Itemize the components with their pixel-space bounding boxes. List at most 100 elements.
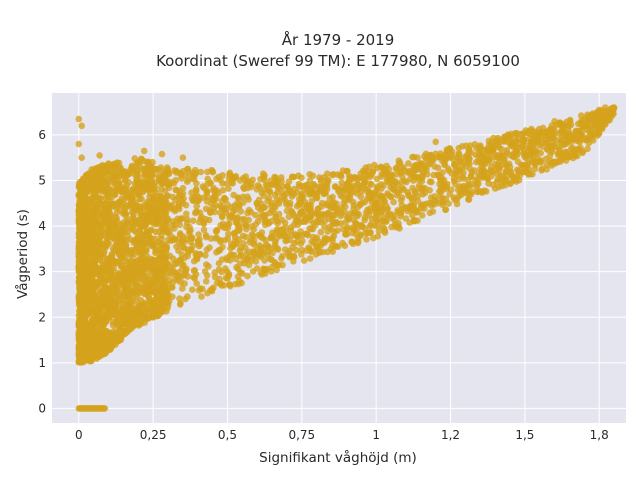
data-point bbox=[543, 166, 550, 173]
data-point bbox=[195, 231, 202, 238]
data-point bbox=[212, 235, 219, 242]
data-point bbox=[245, 261, 253, 269]
data-point bbox=[269, 229, 276, 237]
data-point bbox=[258, 229, 266, 236]
data-point bbox=[253, 265, 261, 272]
data-point bbox=[259, 251, 266, 258]
data-point bbox=[158, 260, 166, 268]
data-point bbox=[75, 333, 83, 341]
data-point bbox=[187, 227, 194, 234]
data-point bbox=[164, 280, 171, 288]
data-point bbox=[268, 263, 276, 271]
data-point bbox=[411, 167, 419, 174]
data-point bbox=[323, 182, 331, 190]
data-point bbox=[468, 169, 476, 176]
data-point bbox=[122, 312, 129, 320]
data-point bbox=[598, 125, 606, 133]
data-point bbox=[215, 247, 223, 255]
data-point bbox=[378, 170, 386, 178]
data-point bbox=[401, 177, 408, 185]
data-point bbox=[608, 113, 615, 120]
data-point bbox=[395, 189, 402, 197]
data-point bbox=[111, 310, 118, 318]
data-point bbox=[299, 237, 306, 245]
data-point bbox=[103, 213, 111, 221]
data-point bbox=[111, 160, 119, 167]
data-point bbox=[165, 184, 173, 191]
data-point bbox=[485, 169, 492, 176]
data-point bbox=[418, 162, 426, 169]
data-point bbox=[189, 242, 197, 250]
data-point bbox=[75, 140, 83, 148]
data-point bbox=[377, 194, 385, 201]
data-point bbox=[290, 191, 298, 198]
data-point bbox=[125, 322, 133, 329]
data-point bbox=[102, 306, 109, 313]
data-point bbox=[584, 145, 591, 153]
data-point bbox=[380, 182, 387, 189]
data-point bbox=[226, 257, 234, 264]
data-points-layer bbox=[75, 104, 618, 412]
data-point bbox=[445, 200, 453, 207]
data-point bbox=[329, 248, 337, 255]
data-point bbox=[252, 211, 259, 219]
data-point bbox=[104, 163, 112, 171]
data-point bbox=[306, 177, 314, 184]
data-point bbox=[442, 206, 450, 213]
data-point bbox=[225, 185, 232, 192]
data-point bbox=[341, 196, 349, 204]
data-point bbox=[108, 294, 115, 301]
data-point bbox=[366, 222, 374, 230]
data-point bbox=[274, 246, 282, 253]
data-point bbox=[381, 229, 389, 236]
data-point bbox=[279, 252, 286, 260]
data-point bbox=[409, 211, 416, 219]
data-point bbox=[125, 298, 133, 306]
data-point bbox=[122, 241, 130, 249]
data-point bbox=[180, 271, 188, 279]
data-point bbox=[567, 117, 574, 125]
data-point bbox=[586, 116, 594, 123]
data-point bbox=[207, 235, 215, 242]
data-point bbox=[167, 263, 174, 271]
data-point bbox=[345, 172, 353, 180]
data-point bbox=[90, 241, 97, 248]
data-point bbox=[83, 310, 90, 317]
data-point bbox=[419, 212, 426, 219]
data-point bbox=[408, 206, 416, 214]
data-point bbox=[321, 223, 328, 231]
data-point bbox=[260, 212, 267, 219]
chart-subtitle: Koordinat (Sweref 99 TM): E 177980, N 60… bbox=[156, 52, 520, 70]
data-point bbox=[428, 202, 435, 209]
data-point bbox=[231, 280, 239, 288]
tick-labels-layer: 0 0,25 0,5 0,75 1 1,2 1,5 1,8 0 1 2 3 4 5 6 bbox=[38, 128, 608, 442]
data-point bbox=[443, 146, 451, 153]
data-point bbox=[110, 180, 118, 187]
data-point bbox=[198, 293, 205, 300]
data-point bbox=[275, 261, 283, 269]
data-point bbox=[182, 201, 190, 209]
data-point bbox=[82, 346, 89, 353]
data-point bbox=[465, 145, 473, 153]
data-point bbox=[362, 164, 370, 171]
data-point bbox=[159, 222, 167, 230]
data-point bbox=[324, 176, 331, 184]
data-point bbox=[129, 282, 137, 290]
data-point bbox=[329, 193, 336, 201]
data-point bbox=[202, 252, 209, 259]
data-point bbox=[493, 153, 501, 160]
data-point bbox=[121, 177, 129, 184]
data-point bbox=[103, 187, 111, 195]
data-point bbox=[176, 217, 183, 224]
data-point bbox=[131, 236, 139, 244]
data-point bbox=[551, 118, 558, 125]
grid-layer bbox=[52, 93, 626, 423]
data-point bbox=[236, 260, 244, 267]
data-point bbox=[366, 180, 374, 187]
data-point bbox=[209, 168, 216, 175]
data-point bbox=[273, 217, 281, 225]
data-point bbox=[378, 217, 385, 225]
data-point bbox=[91, 221, 99, 229]
data-point bbox=[141, 285, 149, 293]
data-point bbox=[283, 236, 290, 244]
